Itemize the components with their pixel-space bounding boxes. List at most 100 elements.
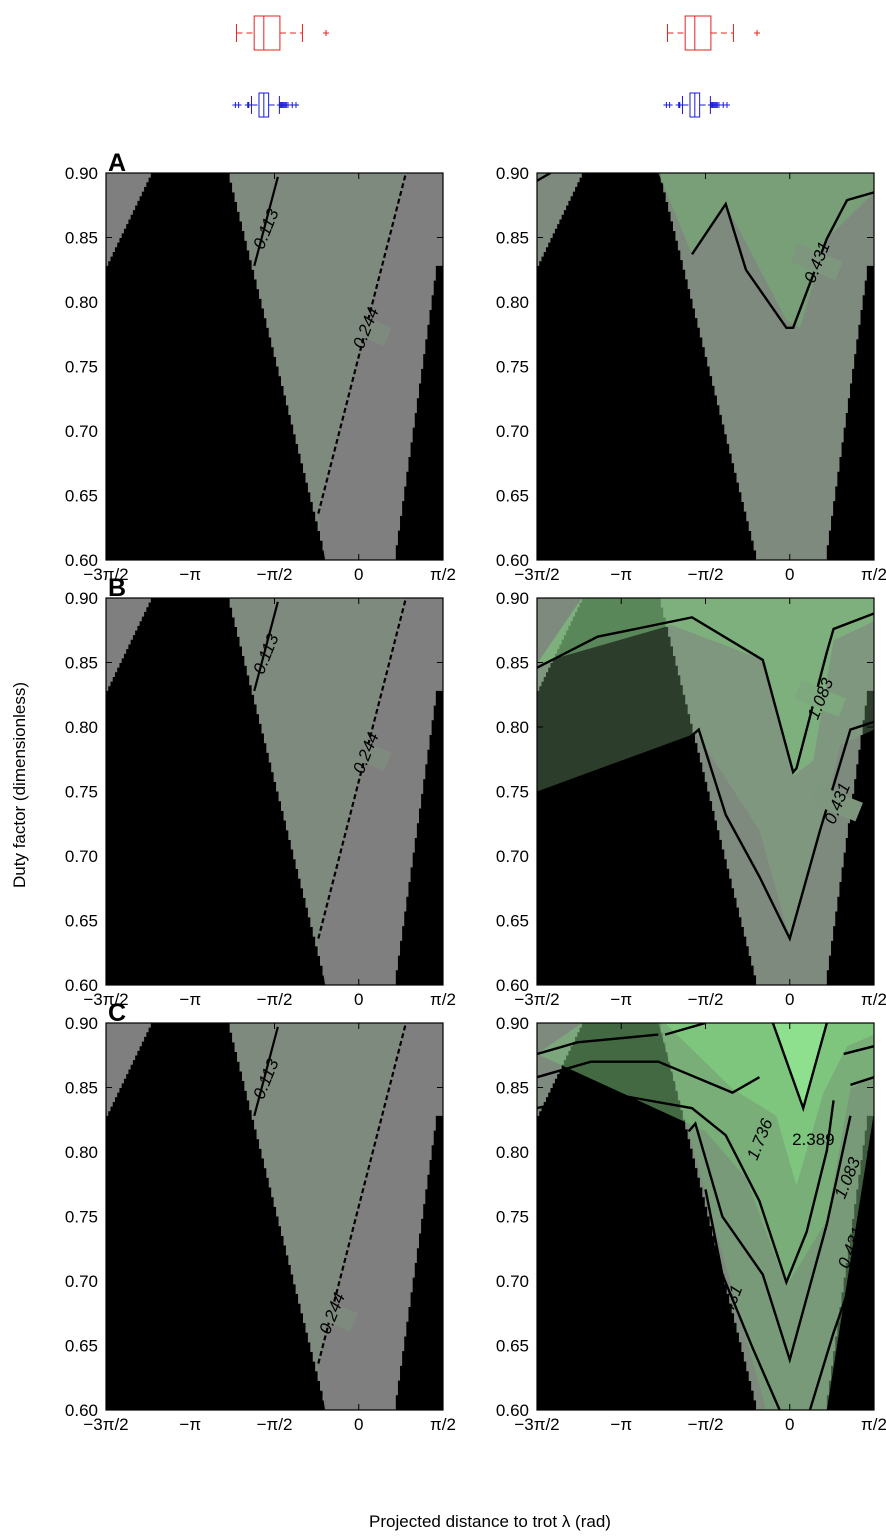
region-black — [106, 1023, 326, 1410]
y-tick-label: 0.80 — [65, 1143, 98, 1162]
contour-0431 — [691, 191, 874, 329]
contour-line — [843, 1045, 874, 1056]
y-tick-label: 0.90 — [496, 589, 529, 608]
x-tick-label: −π — [179, 990, 201, 1009]
x-tick-label: π/2 — [430, 990, 456, 1009]
y-tick-label: 0.75 — [65, 358, 98, 377]
y-tick-label: 0.60 — [496, 551, 529, 570]
y-tick-label: 0.65 — [496, 487, 529, 506]
x-tick-label: π/2 — [861, 565, 886, 584]
x-tick-label: −π — [179, 565, 201, 584]
y-tick-label: 0.65 — [65, 487, 98, 506]
region-black-right — [826, 1115, 874, 1410]
region-wedge — [227, 598, 406, 985]
contour-0431 — [684, 720, 874, 942]
y-tick-label: 0.85 — [496, 229, 529, 248]
region-black-right — [395, 1115, 443, 1410]
contour-line — [687, 1115, 852, 1364]
y-tick-label: 0.85 — [65, 1079, 98, 1098]
contour-line — [808, 1246, 874, 1410]
boxplot-red-right — [666, 15, 761, 51]
y-tick-label: 0.85 — [496, 1079, 529, 1098]
contour-0113 — [253, 601, 279, 692]
region-black-right — [826, 265, 874, 560]
x-tick-label: π/2 — [861, 1415, 886, 1434]
figure-ylabel: Duty factor (dimensionless) — [10, 682, 29, 888]
y-tick-label: 0.70 — [496, 422, 529, 441]
x-tick-label: −π — [610, 565, 632, 584]
y-tick-label: 0.75 — [496, 1208, 529, 1227]
region-black — [537, 173, 757, 560]
x-tick-label: π/2 — [861, 990, 886, 1009]
x-tick-label: −3π/2 — [83, 990, 128, 1009]
y-tick-label: 0.70 — [496, 1272, 529, 1291]
x-tick-label: −3π/2 — [83, 1415, 128, 1434]
y-tick-label: 0.90 — [65, 1014, 98, 1033]
panel-label: C — [108, 999, 126, 1027]
y-tick-label: 0.85 — [496, 654, 529, 673]
contour-line — [537, 1091, 835, 1286]
x-tick-label: −π/2 — [257, 565, 293, 584]
y-tick-label: 0.70 — [65, 1272, 98, 1291]
x-tick-label: −π — [179, 1415, 201, 1434]
axes-frame — [536, 172, 875, 561]
contour-line — [704, 1189, 781, 1410]
contour-0113 — [253, 1026, 279, 1117]
y-tick-label: 0.80 — [65, 293, 98, 312]
contour-corner — [537, 173, 552, 182]
x-tick-label: 0 — [785, 990, 794, 1009]
x-tick-label: 0 — [354, 1415, 363, 1434]
contour-line — [664, 1023, 706, 1036]
y-tick-label: 0.80 — [496, 293, 529, 312]
x-tick-label: −π/2 — [688, 990, 724, 1009]
contour-line — [771, 1023, 828, 1113]
y-tick-label: 0.70 — [65, 422, 98, 441]
y-tick-label: 0.65 — [496, 1337, 529, 1356]
region-green — [537, 598, 874, 777]
y-tick-label: 0.60 — [65, 1401, 98, 1420]
contour-label-bg — [339, 309, 392, 347]
contour-0244 — [317, 173, 407, 514]
x-tick-label: −π/2 — [688, 1415, 724, 1434]
x-tick-label: 0 — [785, 1415, 794, 1434]
contour-label-bg — [794, 680, 847, 717]
region-black — [537, 598, 757, 985]
y-tick-label: 0.65 — [496, 912, 529, 931]
contour-0113 — [253, 176, 279, 267]
y-tick-label: 0.75 — [65, 783, 98, 802]
region-green-mid — [537, 621, 874, 939]
contour-line — [537, 1033, 659, 1056]
y-tick-label: 0.80 — [496, 1143, 529, 1162]
y-tick-label: 0.85 — [65, 229, 98, 248]
boxplot-red-left — [235, 15, 330, 51]
contour-label-bg — [790, 243, 843, 281]
y-tick-label: 0.60 — [65, 551, 98, 570]
x-tick-label: −π/2 — [688, 565, 724, 584]
x-tick-label: −π/2 — [257, 1415, 293, 1434]
region-green-4 — [772, 1023, 827, 1109]
axes-frame — [105, 172, 444, 561]
contour-0244 — [317, 598, 407, 939]
y-tick-label: 0.75 — [65, 1208, 98, 1227]
region-black — [106, 598, 326, 985]
panel-label: A — [108, 149, 126, 177]
panel-label: B — [108, 574, 126, 602]
y-tick-label: 0.90 — [496, 164, 529, 183]
region-black-right — [395, 265, 443, 560]
contour-label-bg — [339, 734, 392, 772]
boxplot-blue-right — [663, 92, 730, 118]
y-tick-label: 0.60 — [496, 1401, 529, 1420]
region-black-right — [395, 690, 443, 985]
axes-frame — [105, 1022, 444, 1411]
y-tick-label: 0.90 — [65, 589, 98, 608]
box — [684, 15, 712, 51]
x-tick-label: 0 — [785, 565, 794, 584]
